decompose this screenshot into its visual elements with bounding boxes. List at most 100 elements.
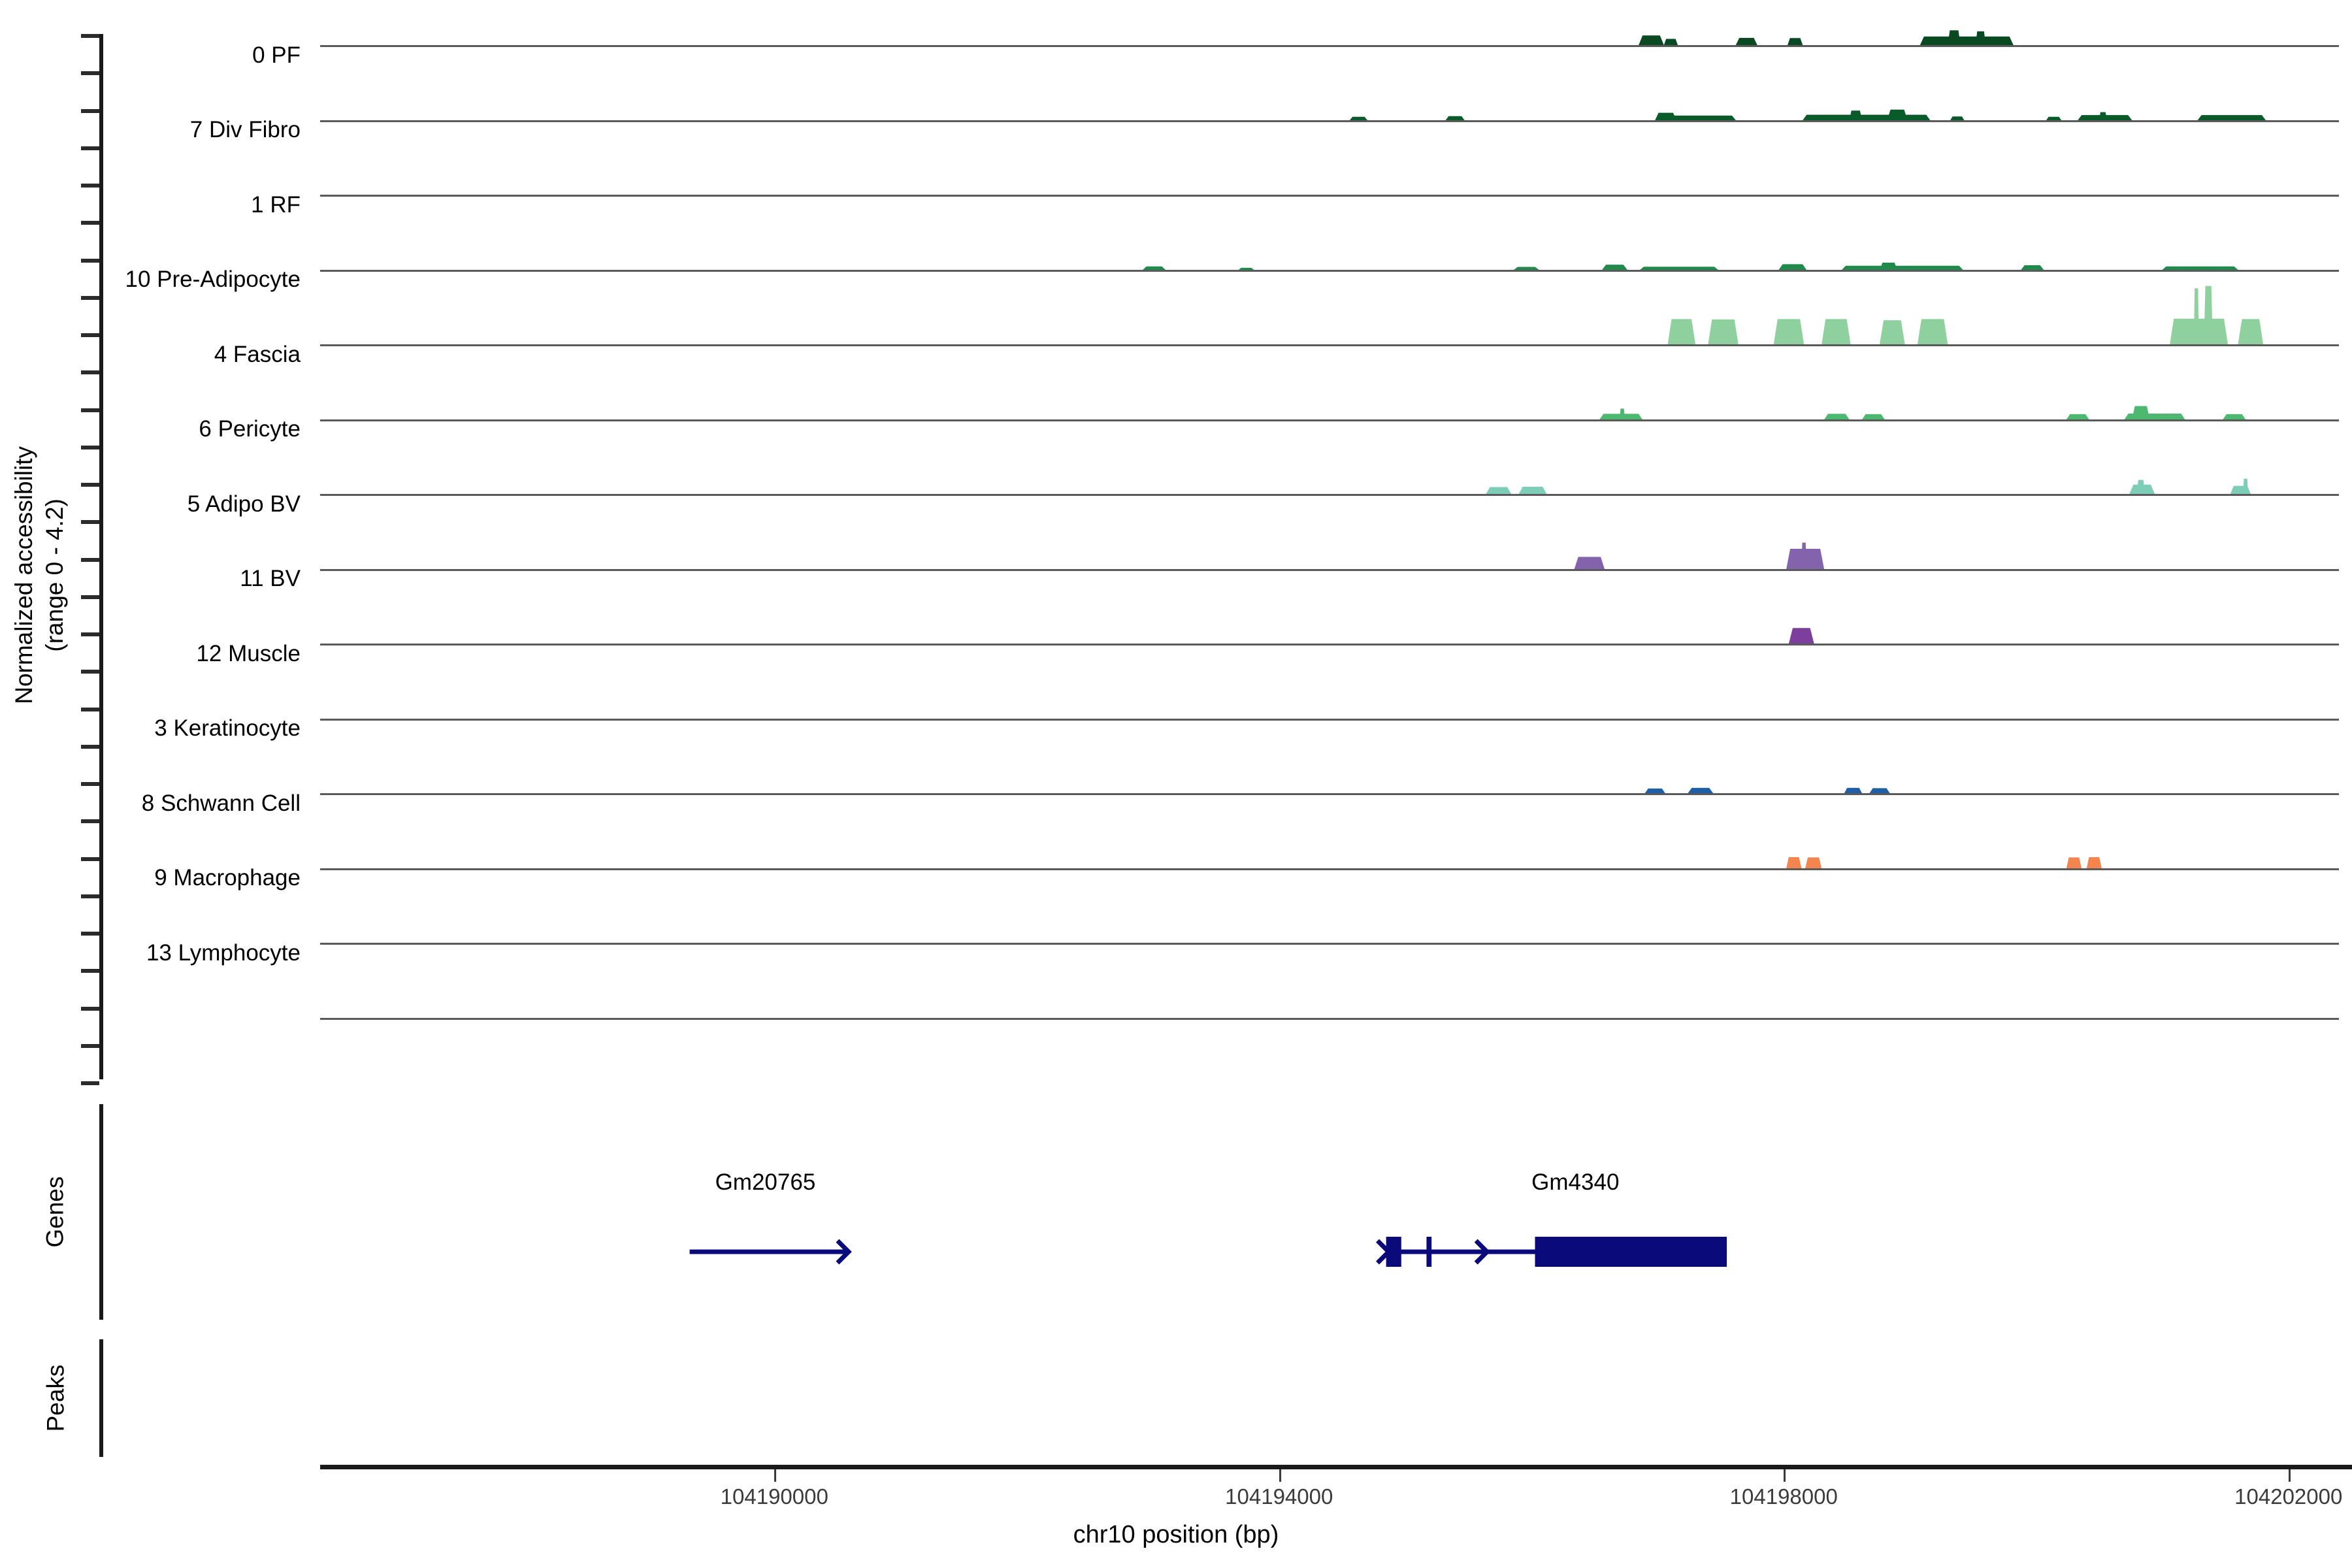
signal-peak [1667, 319, 1696, 344]
gene-strand-arrow [1474, 1239, 1491, 1265]
signal-peak [1786, 857, 1802, 868]
gene-label: Gm4340 [1531, 1169, 1620, 1195]
signal-peak [1602, 264, 1627, 270]
y-axis-tick [81, 71, 99, 76]
track-label: 13 Lymphocyte [146, 939, 301, 966]
gene-models [689, 1237, 1727, 1267]
track-baseline [320, 793, 2339, 795]
track-baseline [320, 195, 2339, 197]
track-label: 10 Pre-Adipocyte [125, 267, 301, 292]
y-axis-tick [81, 557, 99, 562]
y-axis-tick [81, 333, 99, 337]
signal-peak [1640, 266, 1718, 270]
genes-section-label: Genes [41, 1176, 69, 1248]
signal-peak [1801, 542, 1807, 569]
signal-peak [1778, 263, 1807, 270]
accessibility-track: 7 Div Fibro [0, 117, 2352, 197]
track-baseline [320, 943, 2339, 945]
signal-peak [1773, 319, 1805, 344]
signal-peak [1919, 36, 2014, 45]
y-axis-tick [81, 1006, 99, 1011]
signal-peak [1805, 857, 1822, 868]
track-signal [1349, 109, 2266, 120]
signal-peak [2099, 112, 2107, 120]
signal-peak [2137, 480, 2145, 494]
accessibility-track: 4 Fascia [0, 342, 2352, 421]
signal-peak [1518, 487, 1547, 494]
y-axis-tick [81, 184, 99, 188]
track-signal [1667, 286, 2264, 344]
track-baseline [320, 269, 2339, 272]
signal-peak [1950, 116, 1965, 120]
track-baseline [320, 419, 2339, 421]
x-axis-line [320, 1465, 2352, 1469]
y-axis-tick [81, 1043, 99, 1048]
signal-peak [2238, 319, 2264, 344]
signal-peak [2223, 414, 2246, 419]
y-axis-tick [81, 969, 99, 973]
accessibility-track: 10 Pre-Adipocyte [0, 267, 2352, 346]
track-baseline [320, 1017, 2339, 1020]
track-signal [1788, 628, 1814, 644]
y-axis-tick [81, 670, 99, 674]
signal-peak [1486, 487, 1512, 494]
peaks-axis-spine [99, 1339, 103, 1457]
y-axis-tick [81, 221, 99, 225]
signal-peak [1849, 110, 1862, 120]
gene-label: Gm20765 [715, 1169, 816, 1195]
track-signal [320, 877, 2339, 943]
y-axis-tick [81, 595, 99, 599]
x-axis-tick-label: 104194000 [1225, 1484, 1333, 1509]
track-baseline [320, 344, 2339, 346]
y-axis-tick [81, 707, 99, 711]
y-axis-tick [81, 258, 99, 263]
y-axis-tick [81, 782, 99, 786]
y-axis-tick [81, 34, 99, 38]
signal-peak [2197, 114, 2266, 120]
y-axis-tick [81, 445, 99, 449]
track-label: 11 BV [240, 566, 301, 591]
y-axis-tick [81, 1081, 99, 1085]
peaks-section-label: Peaks [42, 1364, 69, 1432]
track-label: 5 Adipo BV [187, 491, 301, 517]
y-axis-tick [81, 295, 99, 300]
signal-peak [2243, 478, 2248, 494]
track-label: 1 RF [251, 191, 301, 218]
track-baseline [320, 868, 2339, 870]
accessibility-track: 13 Lymphocyte [0, 940, 2352, 1020]
y-axis-tick [81, 932, 99, 936]
signal-peak [1880, 262, 1898, 270]
y-axis-tick [81, 370, 99, 375]
track-baseline [320, 120, 2339, 122]
track-label: 3 Keratinocyte [154, 715, 301, 741]
x-axis-tick [1279, 1469, 1281, 1482]
y-axis-tick [81, 632, 99, 636]
track-signal [1143, 262, 2238, 270]
y-axis-tick [81, 894, 99, 898]
track-label: 0 PF [252, 42, 301, 68]
signal-peak [1880, 320, 1905, 344]
signal-peak [1861, 414, 1885, 419]
accessibility-track: 2 DP [0, 0, 2352, 47]
x-axis-tick [1784, 1469, 1786, 1482]
signal-peak [1445, 116, 1465, 120]
track-signal [1574, 542, 1825, 569]
signal-peak [1788, 628, 1814, 644]
y-axis-tick [81, 857, 99, 861]
signal-peak [1869, 788, 1890, 793]
track-label: 12 Muscle [196, 640, 301, 666]
gene-exon [1535, 1237, 1727, 1267]
accessibility-track: 6 Pericyte [0, 416, 2352, 496]
signal-peak [2046, 116, 2062, 120]
x-axis-tick [774, 1469, 777, 1482]
signal-peak [1708, 319, 1739, 344]
signal-peak [2132, 406, 2150, 419]
signal-peak [1143, 266, 1166, 270]
signal-peak [2021, 265, 2044, 270]
tracks-axis-spine [81, 34, 103, 1085]
x-axis-tick-label: 104198000 [1729, 1484, 1838, 1509]
x-axis-label: chr10 position (bp) [1073, 1521, 1279, 1548]
accessibility-track: 12 Muscle [0, 641, 2352, 721]
signal-peak [1975, 31, 1986, 45]
